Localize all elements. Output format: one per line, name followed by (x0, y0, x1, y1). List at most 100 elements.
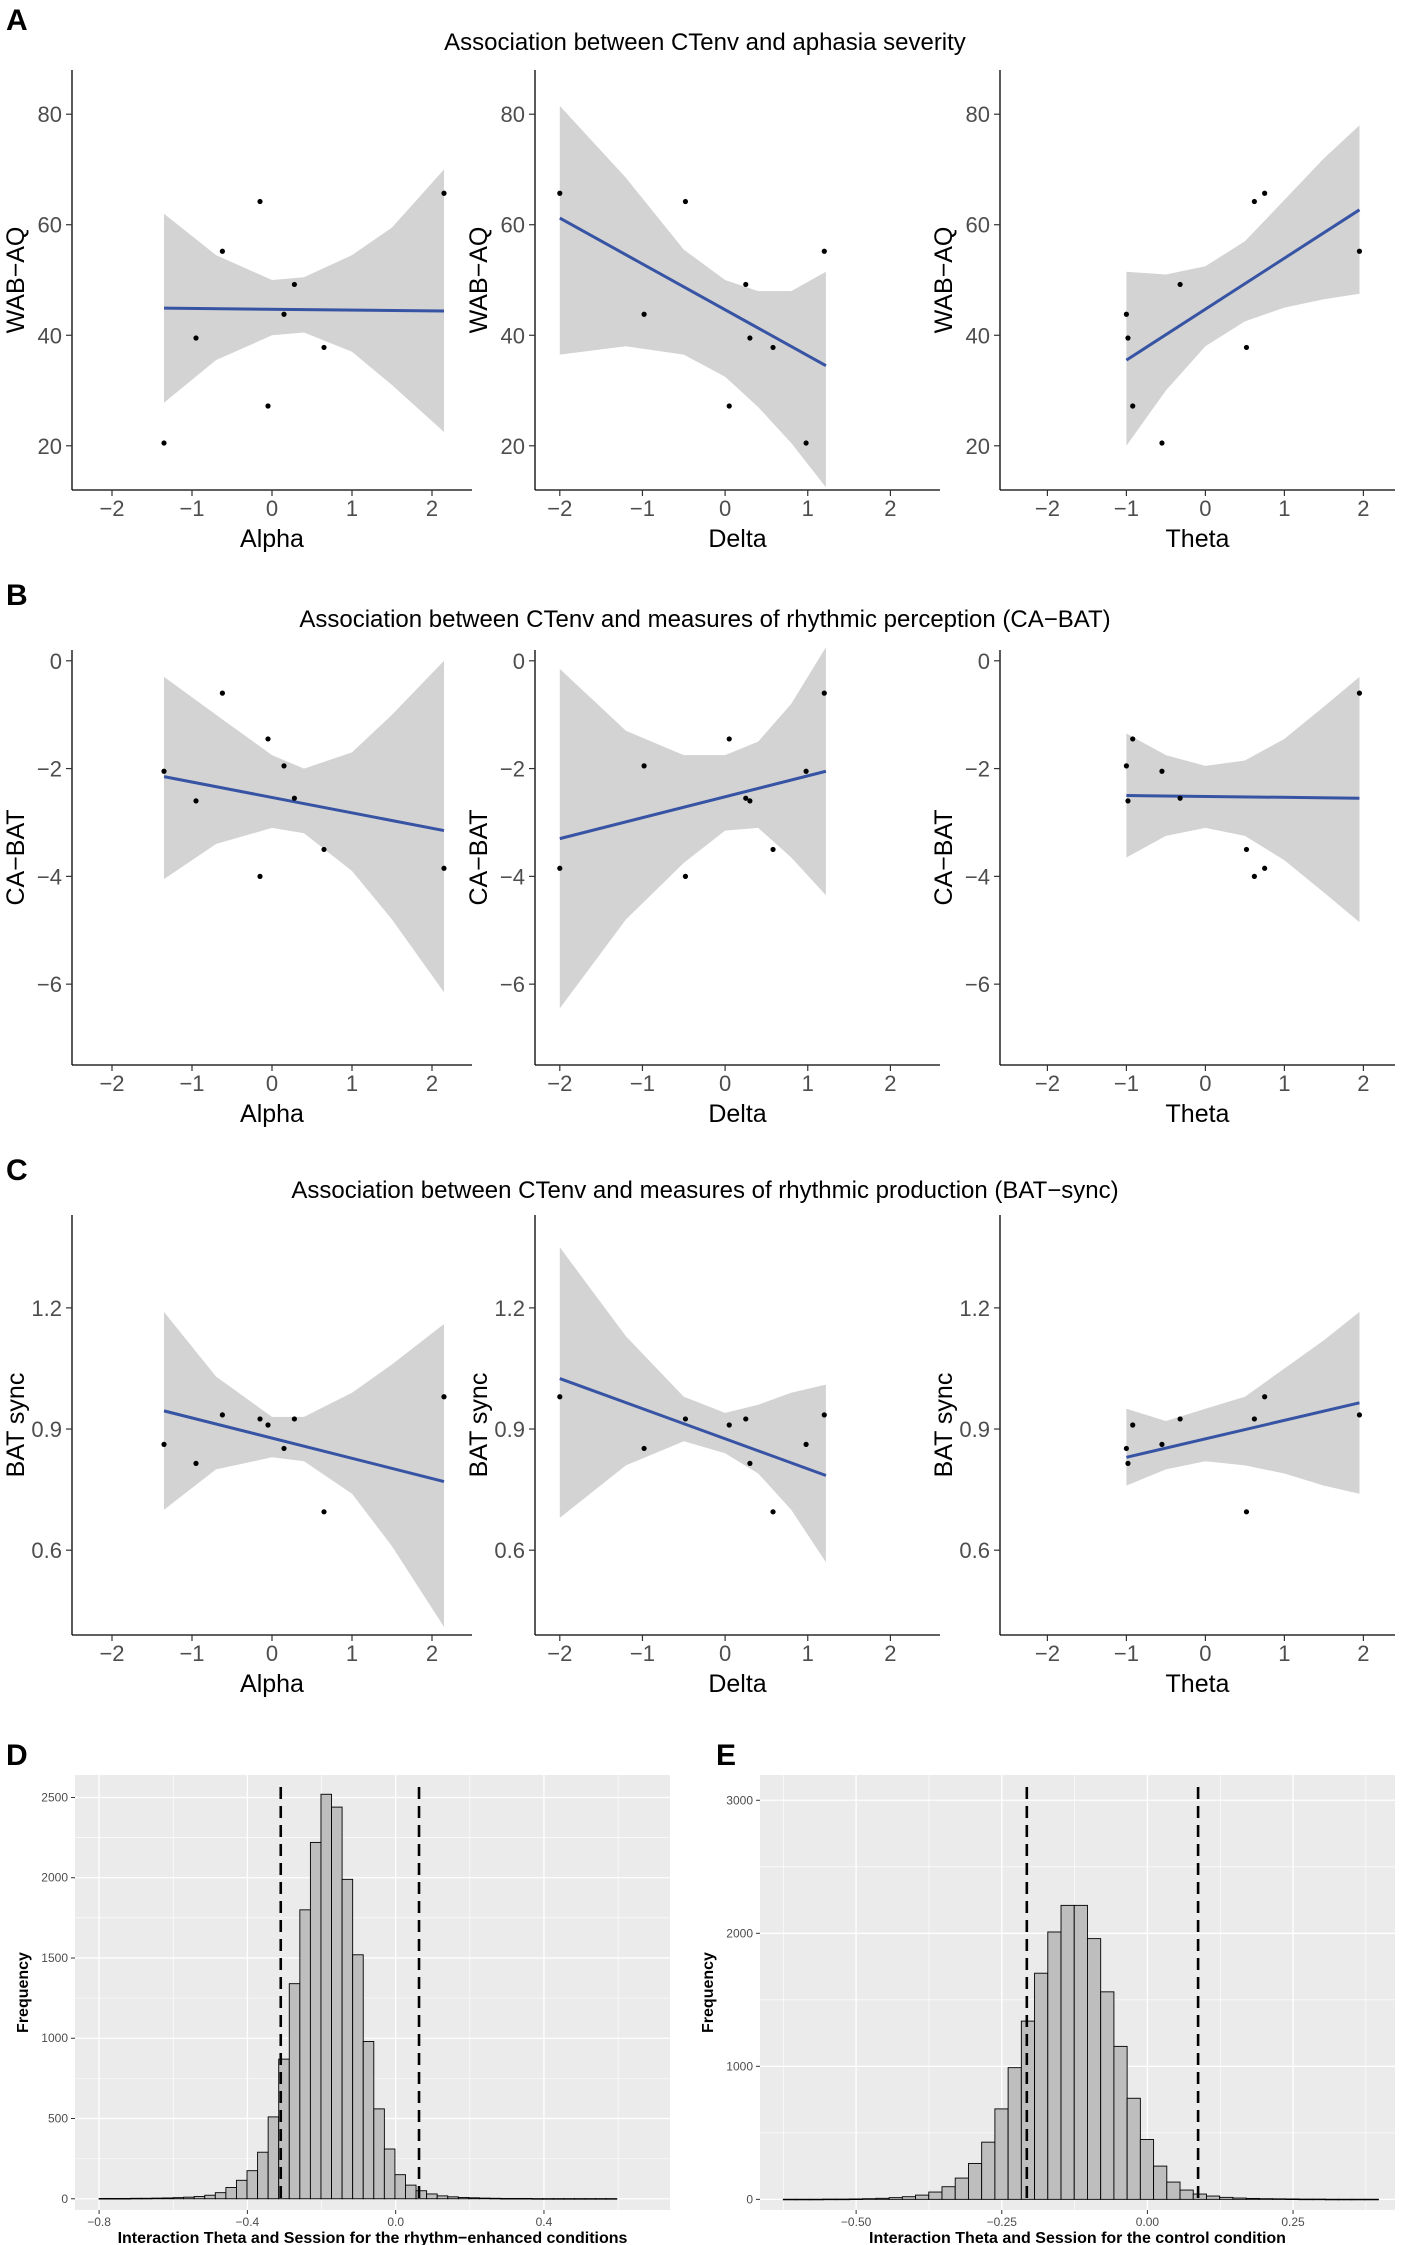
histogram-bar (928, 2191, 943, 2200)
histogram-bar (901, 2196, 916, 2200)
data-point (803, 440, 809, 446)
x-tick-label: 0.4 (536, 2215, 553, 2229)
histogram-bar (130, 2197, 142, 2200)
histogram-bar (848, 2198, 864, 2201)
data-point (1243, 1509, 1250, 1515)
x-tick-label: −0.4 (236, 2215, 260, 2229)
data-point (641, 1445, 647, 1452)
histogram-bar (193, 2196, 206, 2200)
data-point (743, 281, 749, 288)
data-point (1243, 344, 1250, 351)
histogram-bar (1113, 2045, 1128, 2200)
y-tick-label: −4 (965, 864, 990, 889)
histogram-bar (941, 2186, 956, 2200)
x-tick-label: 2 (1357, 496, 1369, 521)
x-tick-label: −1 (630, 1641, 655, 1666)
data-point (321, 1509, 327, 1515)
histogram-bar (888, 2197, 903, 2200)
histogram-bar (109, 2197, 121, 2200)
histogram-bar (246, 2170, 259, 2200)
x-tick-label: −1 (179, 496, 204, 521)
data-point (1123, 1445, 1129, 1452)
x-tick-label: 1 (1278, 496, 1290, 521)
y-axis-title: Frequency (15, 1952, 32, 2033)
x-axis-title: Delta (708, 1100, 766, 1128)
histogram-bar (489, 2197, 502, 2200)
histogram-bar (1192, 2193, 1207, 2200)
histogram-bar (1285, 2198, 1300, 2201)
panel-a2: −2 −1 0 1 2 20 40 60 80 Delta WAB−AQ (465, 70, 940, 553)
histogram-bar (875, 2197, 890, 2200)
histogram-bar (320, 1793, 332, 2200)
y-tick-label: 1.2 (31, 1296, 62, 1321)
histogram-bar (1060, 1904, 1075, 2200)
histogram-bar (1126, 2097, 1141, 2200)
y-tick-label: 0.9 (494, 1417, 525, 1442)
data-point (257, 873, 263, 879)
data-point (281, 1445, 287, 1452)
histogram-bar (1206, 2195, 1221, 2200)
y-tick-label: 0.6 (494, 1538, 525, 1563)
data-point (770, 344, 776, 351)
data-point (557, 865, 563, 871)
data-point (161, 1441, 167, 1447)
y-tick-label: 60 (966, 213, 990, 238)
y-axis-title: Frequency (700, 1952, 717, 2033)
histogram-bar (352, 1954, 364, 2200)
histogram-bar (1338, 2198, 1353, 2201)
data-point (219, 248, 225, 254)
y-tick-label: 0 (513, 649, 525, 674)
x-tick-label: −1 (179, 1071, 204, 1096)
x-tick-label: −2 (1035, 496, 1060, 521)
histogram-bar (1245, 2197, 1260, 2200)
x-tick-label: 1 (802, 1071, 814, 1096)
data-point (770, 846, 776, 853)
y-tick-label: −6 (965, 972, 990, 997)
panel-e: −0.50 −0.25 0.00 0.25 0 1000 2000 3000 Interacti… (700, 1775, 1395, 2245)
confidence-band (559, 105, 826, 488)
panel-letter-c: C (6, 1154, 28, 1187)
x-tick-label: 0 (719, 1641, 731, 1666)
x-axis-title: Delta (708, 525, 766, 553)
y-tick-label: 0 (978, 649, 990, 674)
x-tick-label: −1 (630, 1071, 655, 1096)
x-tick-label: −0.8 (87, 2215, 111, 2229)
histogram-bar (331, 1806, 343, 2200)
data-point (291, 281, 297, 288)
confidence-band (1126, 676, 1360, 923)
data-point (257, 198, 263, 205)
histogram-bar (862, 2198, 877, 2200)
data-point (803, 768, 809, 774)
data-point (1130, 1422, 1136, 1428)
regression-line (559, 769, 827, 841)
data-point (803, 1441, 809, 1447)
y-tick-label: 20 (501, 434, 525, 459)
x-axis-title: Delta (708, 1670, 766, 1698)
x-axis-title: Theta (1166, 1670, 1230, 1698)
histogram-bar (1351, 2198, 1366, 2201)
histogram-bar (1166, 2181, 1181, 2200)
data-point (641, 311, 647, 317)
y-tick-label: 1000 (726, 2059, 753, 2073)
x-tick-label: −0.25 (987, 2215, 1018, 2229)
histogram-bar (235, 2179, 248, 2200)
histogram-bar (479, 2197, 491, 2200)
panel-letter-e: E (716, 1739, 736, 1772)
y-tick-label: 40 (501, 323, 525, 348)
y-axis-title: WAB−AQ (2, 227, 30, 334)
panel-b2: −2 −1 0 1 2 −6 −4 −2 0 Delta CA−BAT (465, 647, 940, 1128)
histogram-bar (552, 2198, 565, 2200)
histogram-bar (162, 2197, 174, 2200)
data-point (682, 198, 689, 205)
y-tick-label: −2 (500, 757, 525, 782)
data-point (265, 403, 271, 409)
y-axis-title: BAT sync (2, 1373, 30, 1478)
data-point (557, 190, 563, 196)
panel-d: −0.8 −0.4 0.0 0.4 0 500 1000 1500 2000 2500 Intera… (15, 1775, 670, 2245)
y-tick-label: 0.9 (959, 1417, 990, 1442)
histogram-bar (309, 1841, 322, 2200)
y-tick-label: 40 (966, 323, 990, 348)
data-point (161, 768, 167, 774)
panel-letter-d: D (6, 1739, 28, 1772)
y-axis-title: CA−BAT (465, 809, 493, 905)
